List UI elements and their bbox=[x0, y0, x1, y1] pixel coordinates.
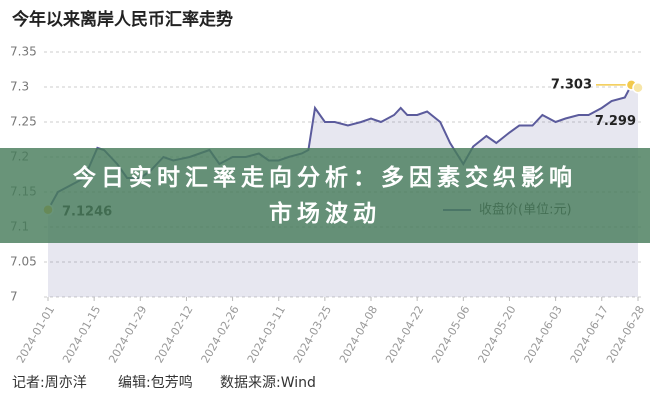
x-tick-label: 2024-03-11 bbox=[245, 304, 288, 366]
x-tick-label: 2024-05-06 bbox=[429, 304, 472, 366]
x-tick-label: 2024-02-26 bbox=[199, 304, 242, 366]
x-tick-label: 2024-03-25 bbox=[291, 304, 334, 366]
banner-line: 今日实时汇率走向分析：多因素交织影响 bbox=[73, 164, 577, 191]
y-tick-label: 7.05 bbox=[10, 255, 37, 269]
point-marker bbox=[632, 81, 644, 94]
y-tick-label: 7 bbox=[10, 290, 18, 304]
x-tick-label: 2024-01-15 bbox=[60, 304, 103, 366]
x-tick-label: 2024-04-22 bbox=[383, 304, 426, 366]
y-tick-label: 7.3 bbox=[10, 80, 29, 94]
banner: 今日实时汇率走向分析：多因素交织影响 市场波动 bbox=[0, 148, 650, 243]
value-label: 7.299 bbox=[595, 114, 636, 129]
x-tick-label: 2024-01-29 bbox=[106, 304, 149, 366]
x-tick-label: 2024-04-08 bbox=[337, 304, 380, 366]
footer-reporter: 记者:周亦洋 bbox=[12, 375, 87, 391]
x-tick-label: 2024-02-12 bbox=[152, 304, 195, 366]
y-tick-label: 7.35 bbox=[10, 45, 37, 59]
footer-editor: 编辑:包芳鸣 bbox=[118, 374, 193, 391]
value-label: 7.303 bbox=[551, 77, 592, 92]
banner-line: 市场波动 bbox=[269, 200, 381, 227]
x-tick-label: 2024-06-28 bbox=[604, 304, 647, 366]
chart-title: 今年以来离岸人民币汇率走势 bbox=[12, 9, 233, 30]
x-tick-label: 2024-01-01 bbox=[14, 304, 57, 366]
y-tick-label: 7.25 bbox=[10, 115, 37, 129]
footer-source: 数据来源:Wind bbox=[220, 375, 316, 391]
x-tick-label: 2024-06-03 bbox=[522, 304, 565, 366]
x-tick-label: 2024-05-20 bbox=[475, 304, 518, 366]
